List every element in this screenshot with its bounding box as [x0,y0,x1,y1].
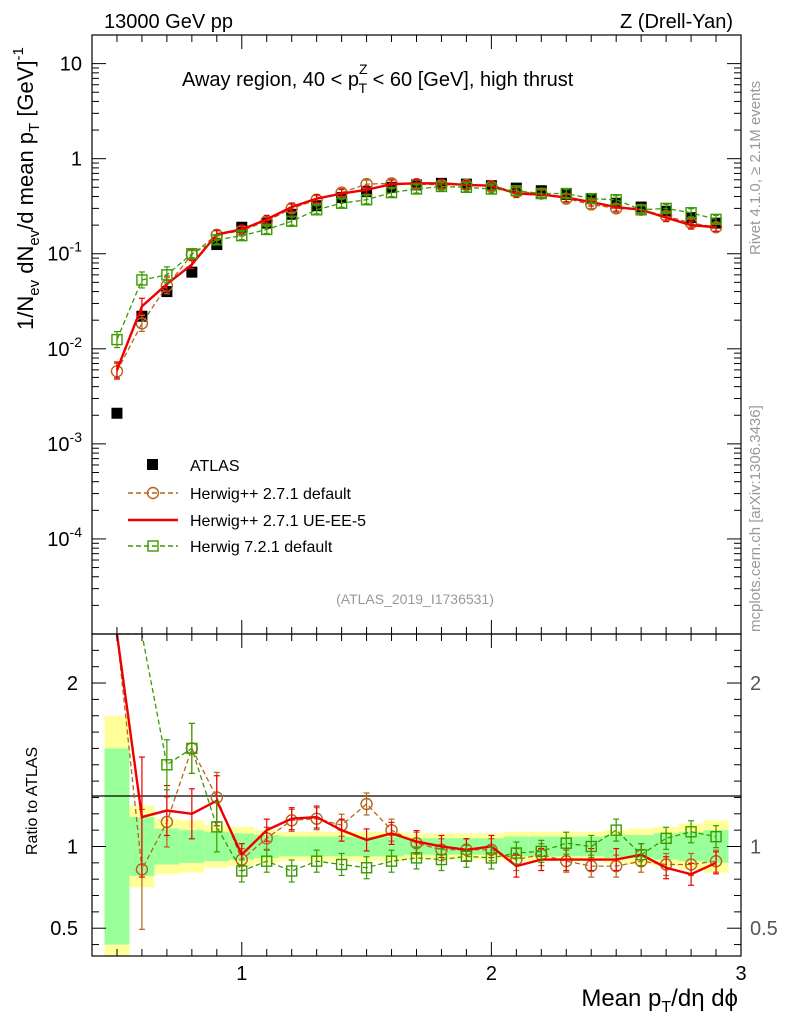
herwig7-point [385,186,398,199]
herwig7-ratio-point [261,855,273,867]
band-green [279,836,305,857]
y-axis-label-ratio: Ratio to ATLAS [24,747,41,855]
herwig7-point [285,215,298,227]
y-tick-label-ratio: 0.5 [50,918,78,940]
herwig7-ratio-point [310,855,323,867]
herwig7-ratio-point [710,830,722,843]
herwig7-point [610,194,622,206]
herwig7-ratio-point [510,847,523,859]
band-green [304,836,330,857]
legend-marker-atlas [147,459,158,470]
x-axis-label: Mean pT/dη dϕ [581,985,738,1016]
main-series-layer [110,177,723,419]
y-tick-label-main: 10 [60,54,82,76]
ratio-uncertainty-bands [104,715,729,956]
herwig7-point [111,333,123,346]
axes-layer: 1 2 3 10-3 10-2 10-1 1 10 10-4 0.5 0.5 1 1 2 2 [47,34,778,985]
herwig7-point [136,274,148,286]
herwig7-point [460,181,473,193]
band-green [379,836,405,857]
legend-label-herwig7: Herwig 7.2.1 default [190,539,333,556]
series-line-2 [115,182,717,371]
herwig7-point [485,183,498,195]
herwig7-point [435,180,448,193]
y-tick-label-ratio-right: 1 [750,836,761,858]
herwig7-ratio-point [660,832,672,845]
analysis-id: (ATLAS_2019_I1736531) [336,591,494,607]
energy-label: 13000 GeV pp [104,11,233,33]
herwig7-ratio-point [385,855,398,867]
herwig7-ratio-point [485,852,498,864]
legend-label-herwig-ueee5: Herwig++ 2.7.1 UE-EE-5 [190,513,366,530]
y-tick-label-main: 10-3 [47,429,82,456]
y-axis-label-main: 1/Nev dNev/d mean pT [GeV]-1 [10,47,43,330]
herwig7-ratio-point [410,852,423,864]
ratio-frame [91,633,742,957]
plot-title: Away region, 40 < pZ T < 60 [GeV], high t… [182,61,574,96]
series-line-1 [116,182,717,372]
band-green [104,748,130,945]
herwig7-ratio-point [610,824,622,836]
herwig7-point [186,248,198,260]
y-tick-label-ratio-right: 0.5 [750,918,778,940]
herwig7-point [560,187,572,200]
atlas-point [186,266,198,278]
herwig7-ratio-point [186,742,198,755]
ratio-series-layer [115,633,723,930]
x-tick-label: 3 [735,963,746,985]
herwig7-point [360,194,373,206]
herwig7-ratio-point [685,826,697,838]
herwig7-ratio-point [435,853,448,866]
y-tick-label-ratio: 1 [67,836,78,858]
herwig7-point [310,204,323,216]
herwig7-point [161,269,173,281]
herwig7-ratio-point [211,821,223,833]
atlas-point [111,407,123,419]
legend-marker-herwig-default [146,486,160,500]
herwig7-ratio-point [460,850,473,862]
herwig7-ratio-point [236,865,248,877]
herwig7-ratio-point [285,865,298,877]
y-tick-label-main: 10-4 [47,524,82,551]
herwig7-point [335,197,348,209]
herwig7-point [410,183,423,195]
legend-marker-herwig7 [147,540,159,552]
herwig-default-ratio-point [360,797,373,811]
herwig7-point [660,202,672,215]
herwig7-point [261,223,273,236]
y-tick-label-ratio-right: 2 [750,673,761,695]
band-green [603,835,629,858]
x-tick-label: 1 [236,963,247,985]
herwig7-point [585,192,597,205]
herwig7-ratio-point [360,862,373,874]
legend: ATLAS Herwig++ 2.7.1 default Herwig++ 2.… [128,458,366,556]
y-tick-label-main: 10-1 [47,239,82,266]
legend-label-atlas: ATLAS [190,458,240,475]
herwig7-point [685,207,697,219]
herwig7-ratio-point [585,840,597,853]
band-green [329,836,355,857]
y-tick-label-main: 10-2 [47,334,82,361]
x-tick-label: 2 [486,963,497,985]
y-tick-label-main: 1 [71,149,82,171]
herwig7-ratio-point [560,837,572,849]
herwig7-ratio-point [335,858,348,871]
rivet-label: Rivet 4.1.0, ≥ 2.1M events [747,81,764,255]
herwig7-point [211,234,223,246]
y-tick-label-ratio: 2 [67,673,78,695]
series-line-3 [116,185,717,340]
herwig7-ratio-point [161,759,173,771]
herwig7-point [236,229,248,242]
herwig7-point [710,213,722,226]
process-label: Z (Drell-Yan) [620,11,733,33]
legend-label-herwig-default: Herwig++ 2.7.1 default [190,486,352,503]
herwig7-ratio-point [635,848,647,861]
site-label: mcplots.cern.ch [arXiv:1306.3436] [747,405,764,632]
herwig7-point [535,187,548,200]
herwig7-point [510,185,523,197]
herwig7-point [635,204,647,216]
herwig7-ratio-point [535,845,548,858]
